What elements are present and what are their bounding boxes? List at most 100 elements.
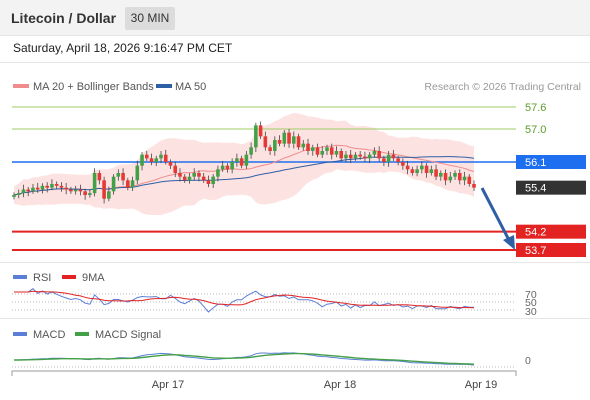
macd-signal-legend-swatch	[75, 332, 89, 336]
candle	[263, 131, 268, 151]
candle	[320, 146, 325, 158]
candlesticks	[12, 121, 476, 204]
ma20-legend-label: MA 20 + Bollinger Bands	[33, 81, 154, 93]
candle	[64, 182, 68, 195]
bollinger-band-area	[14, 113, 474, 216]
forecast-arrow-icon	[480, 187, 515, 250]
candle	[344, 151, 348, 163]
rsi-9ma-legend-swatch	[62, 275, 76, 279]
level-tag-label-53.7: 53.7	[525, 245, 546, 257]
rsi-70-label: 70	[525, 289, 537, 301]
candle	[377, 146, 381, 162]
candle	[277, 135, 282, 147]
candle	[220, 160, 225, 172]
x-label-apr17: Apr 17	[152, 379, 184, 391]
candle	[363, 151, 367, 163]
candle	[83, 188, 87, 200]
candle	[386, 151, 391, 167]
macd-legend-label: MACD	[33, 329, 65, 341]
level-label-57.6: 57.6	[525, 102, 546, 114]
candle	[78, 184, 83, 196]
rsi-legend-label: RSI	[33, 272, 51, 284]
price-panel-top-border	[0, 62, 590, 63]
level-tag-56.1	[516, 155, 586, 169]
candle	[121, 168, 125, 186]
candle	[50, 179, 54, 191]
rsi-50-label: 50	[525, 297, 537, 309]
candle	[182, 174, 187, 183]
candle	[467, 174, 472, 187]
candle	[201, 173, 206, 183]
candle	[391, 149, 396, 161]
candle	[149, 153, 154, 166]
candle	[239, 155, 244, 169]
candle	[325, 144, 329, 156]
candle	[282, 130, 287, 147]
rsi-9ma-line	[14, 290, 475, 309]
candle	[31, 184, 35, 194]
candle	[126, 177, 130, 191]
candle	[197, 170, 201, 182]
candle	[173, 162, 178, 178]
candle	[334, 146, 339, 158]
candle	[401, 158, 405, 170]
candle	[258, 121, 263, 139]
candle	[102, 176, 106, 204]
candle	[144, 151, 149, 161]
candle	[225, 163, 230, 173]
rsi-30-label: 30	[525, 306, 537, 318]
chart-header: Litecoin / Dollar 30 MIN	[0, 0, 590, 36]
candle	[448, 171, 453, 183]
candle	[296, 133, 301, 150]
candle	[382, 155, 386, 167]
candle	[159, 151, 163, 164]
candle	[462, 171, 467, 186]
candle	[472, 180, 476, 191]
level-tag-54.2	[516, 224, 586, 239]
macd-signal-legend-label: MACD Signal	[95, 329, 161, 341]
rsi-line	[14, 288, 474, 313]
candle	[35, 182, 40, 193]
candle	[73, 185, 78, 195]
moving-averages	[13, 144, 475, 196]
candle	[140, 152, 144, 171]
level-tag-53.7	[516, 243, 586, 257]
macd-zero-label: 0	[525, 355, 531, 367]
candle	[273, 136, 277, 156]
candle	[249, 142, 253, 159]
candle	[69, 186, 73, 194]
timeframe-button[interactable]: 30 MIN	[125, 7, 175, 30]
level-tag-label-54.2: 54.2	[525, 227, 546, 239]
candle	[254, 122, 258, 153]
candle	[353, 152, 358, 161]
rsi-panel-top-border	[0, 262, 590, 263]
level-tag-label-56.1: 56.1	[525, 157, 546, 169]
candle	[329, 143, 334, 160]
level-tags: 57.6 57.0 56.1 55.4 54.2 53.7	[516, 102, 586, 257]
level-tag-55.4	[516, 180, 586, 195]
candle	[244, 151, 249, 169]
candle	[372, 147, 377, 158]
candle	[206, 175, 211, 188]
bollinger-band	[14, 113, 474, 216]
candle	[348, 149, 353, 164]
macd-legend-swatch	[13, 332, 27, 336]
ma20-legend-swatch	[13, 84, 29, 88]
x-label-apr19: Apr 19	[465, 379, 497, 391]
candle	[301, 140, 306, 151]
macd-panel-top-border	[0, 318, 590, 319]
candle	[40, 183, 45, 194]
candle	[424, 163, 429, 178]
candle	[116, 169, 121, 181]
candle	[130, 176, 135, 191]
candle	[97, 170, 102, 185]
candle	[434, 164, 438, 180]
candle	[439, 170, 443, 181]
ma50-legend-swatch	[156, 84, 172, 88]
candle	[178, 168, 182, 182]
candle	[235, 153, 239, 167]
candle	[211, 174, 215, 189]
candle	[358, 151, 362, 160]
report-datetime: Saturday, April 18, 2026 9:16:47 PM CET	[13, 41, 233, 55]
candle	[88, 189, 92, 198]
